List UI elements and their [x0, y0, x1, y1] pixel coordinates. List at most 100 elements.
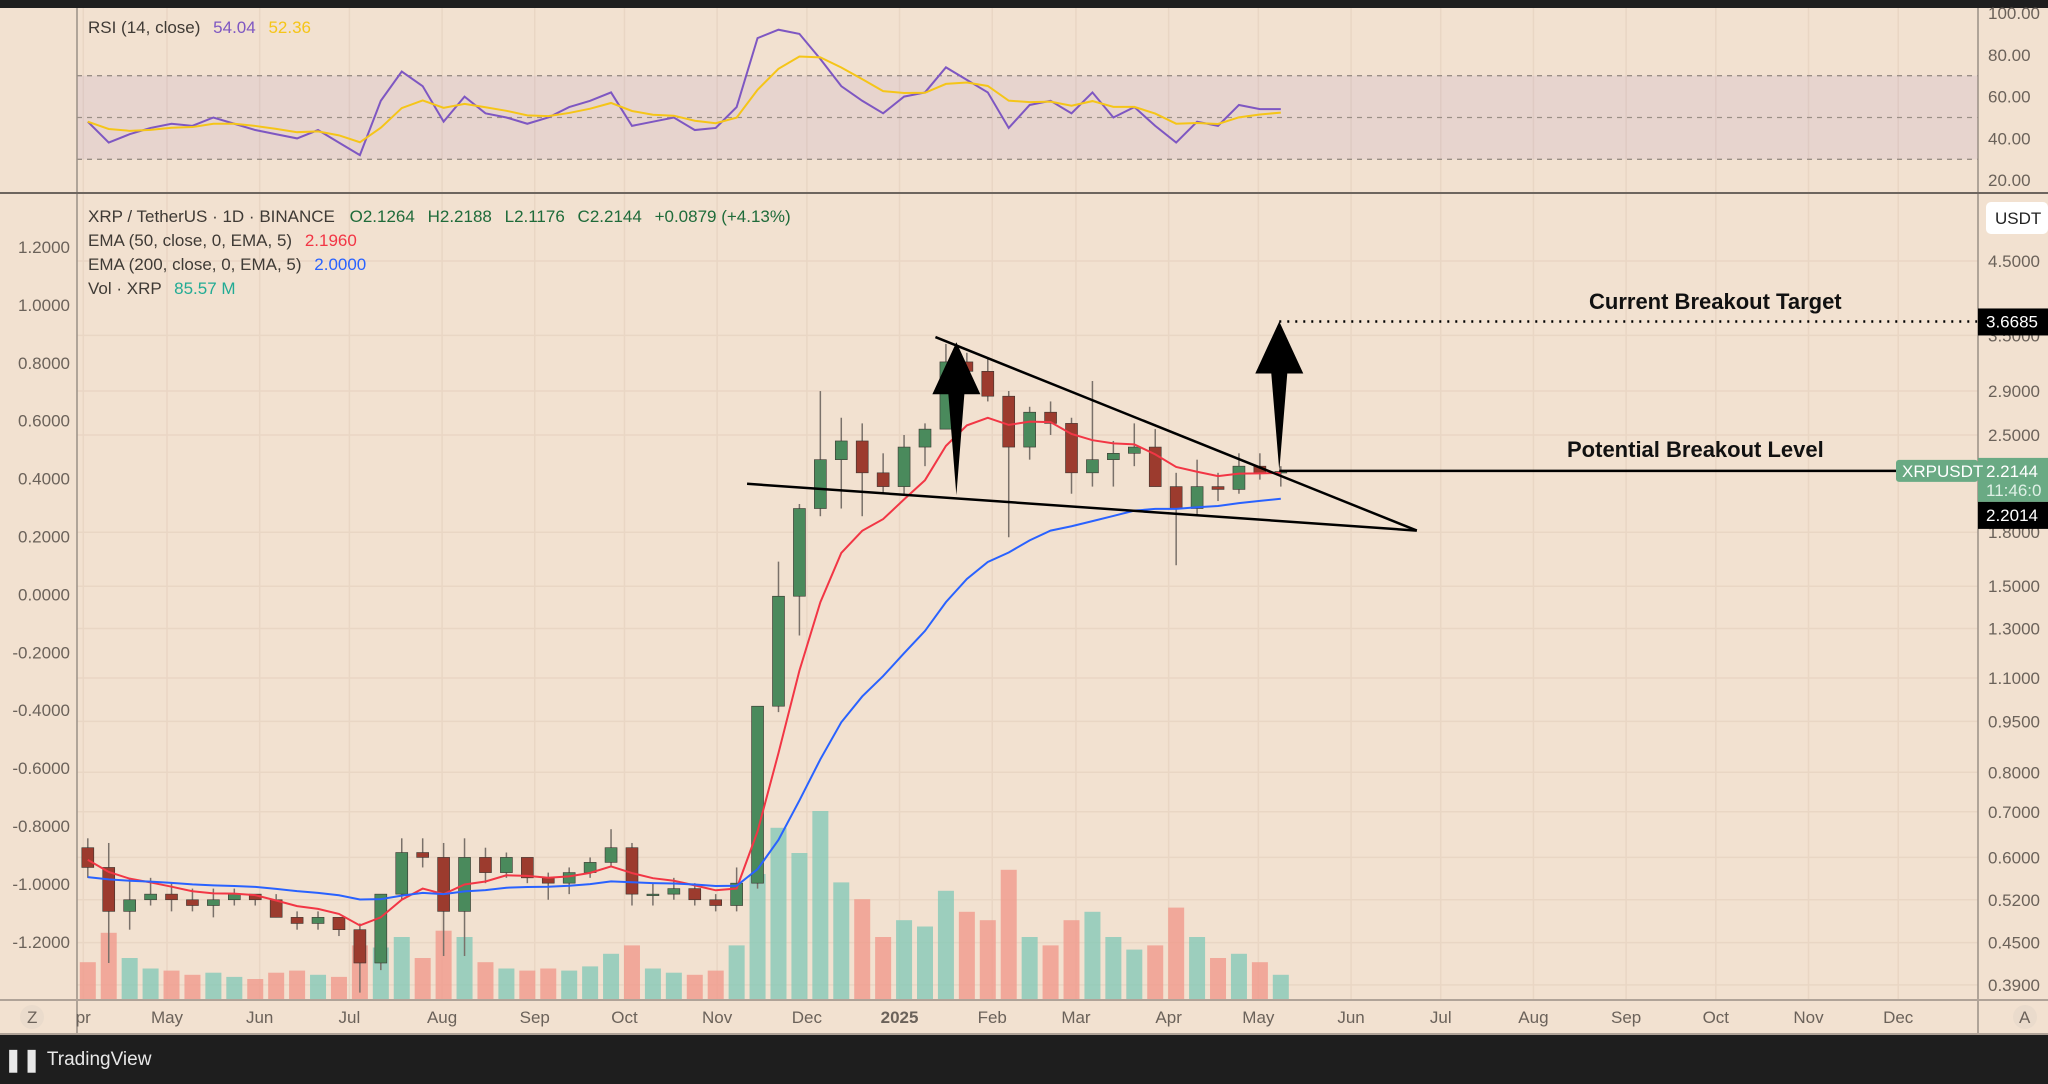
candle[interactable] [228, 888, 241, 906]
candle[interactable] [416, 838, 429, 868]
auto-scale-button[interactable] [2013, 1005, 2037, 1029]
currency-button[interactable] [1986, 202, 2048, 234]
candle[interactable] [709, 894, 723, 912]
candle[interactable] [1044, 401, 1057, 435]
candle[interactable] [751, 705, 764, 889]
ohlc-close: C2.2144 [578, 207, 642, 226]
volume-bar [184, 974, 201, 1000]
candle[interactable] [688, 883, 702, 906]
time-tick-label: Jun [246, 1008, 273, 1027]
rsi-legend[interactable]: RSI (14, close) 54.04 52.36 [88, 18, 311, 37]
candle[interactable] [562, 867, 576, 895]
candle-body [1086, 459, 1099, 474]
symbol-legend[interactable]: XRP / TetherUS · 1D · BINANCE O2.1264 H2… [88, 207, 791, 226]
candle[interactable] [1086, 381, 1099, 487]
flagpole-arrow-icon[interactable] [932, 342, 981, 496]
time-tick-label: Oct [1703, 1008, 1730, 1027]
candle[interactable] [186, 888, 199, 912]
candle[interactable] [583, 857, 597, 878]
ema50-legend[interactable]: EMA (50, close, 0, EMA, 5) 2.1960 [88, 231, 357, 250]
candle[interactable] [897, 434, 911, 494]
time-tick-label: Mar [1061, 1008, 1091, 1027]
left-tick-label: 0.8000 [18, 354, 70, 373]
footer: ❚❚ TradingView [0, 1035, 2048, 1084]
left-tick-label: -1.0000 [12, 875, 70, 894]
target-arrow-icon[interactable] [1255, 321, 1304, 471]
volume-legend[interactable]: Vol · XRP 85.57 M [88, 279, 236, 298]
candle[interactable] [395, 838, 409, 900]
volume-bar [289, 970, 306, 1000]
candle[interactable] [918, 423, 932, 467]
candle[interactable] [311, 911, 325, 930]
candle[interactable] [332, 917, 346, 937]
candle[interactable] [165, 883, 178, 912]
candle[interactable] [290, 911, 304, 930]
ema200-label: EMA (200, close, 0, EMA, 5) [88, 255, 302, 274]
candle[interactable] [876, 453, 890, 494]
candle[interactable] [479, 847, 492, 884]
time-tick-label: Sep [1611, 1008, 1641, 1027]
ema200-line [87, 497, 1281, 901]
breakout-level-label[interactable]: Potential Breakout Level [1567, 437, 1824, 462]
candle-body [1169, 486, 1183, 509]
candle[interactable] [772, 561, 785, 713]
volume-bar [770, 827, 787, 1000]
candle[interactable] [1211, 472, 1225, 502]
price-tick-label: 0.5200 [1988, 891, 2040, 910]
left-tick-label: 1.2000 [18, 238, 70, 257]
volume-bar [1147, 945, 1164, 1000]
candle[interactable] [123, 877, 136, 930]
candle[interactable] [814, 391, 827, 517]
volume-bar [812, 811, 829, 1000]
rsi-value: 54.04 [213, 18, 256, 37]
volume-bar [623, 945, 640, 1000]
volume-bar [540, 968, 557, 1000]
upper-trendline[interactable] [934, 335, 1418, 532]
volume-bar [1063, 920, 1080, 1000]
volume-bar [1168, 907, 1185, 1000]
volume-bar [414, 958, 431, 1000]
price-tick-label: 0.7000 [1988, 803, 2040, 822]
brand-name[interactable]: TradingView [46, 1048, 152, 1070]
candle[interactable] [500, 852, 513, 878]
candle[interactable] [1002, 391, 1016, 538]
candle[interactable] [834, 417, 848, 509]
volume-bar [728, 945, 745, 1000]
ema200-value: 2.0000 [314, 255, 366, 274]
breakout-target-label[interactable]: Current Breakout Target [1589, 289, 1842, 314]
candle[interactable] [269, 894, 283, 918]
candle-body [1211, 486, 1225, 490]
candle-body [416, 852, 429, 858]
candle[interactable] [793, 504, 806, 636]
candle-body [897, 446, 911, 487]
last-price-label: 2.2144 [1986, 462, 2038, 481]
time-tick-label: Jun [1337, 1008, 1364, 1027]
candle[interactable] [981, 357, 995, 402]
zoom-button[interactable] [20, 1005, 44, 1029]
symbol-tag-box[interactable] [1896, 459, 1978, 482]
candle[interactable] [646, 883, 660, 906]
ema200-legend[interactable]: EMA (200, close, 0, EMA, 5) 2.0000 [88, 255, 366, 274]
time-tick-label: Nov [702, 1008, 733, 1027]
candle[interactable] [604, 829, 618, 868]
candle[interactable] [1107, 440, 1120, 487]
candle[interactable] [1169, 472, 1183, 566]
candle[interactable] [521, 857, 534, 884]
drawings[interactable] [746, 320, 1978, 532]
tradingview-logo-icon[interactable]: ❚❚ [4, 1046, 41, 1072]
lower-trendline[interactable] [746, 482, 1417, 532]
volume-bar [519, 970, 536, 1000]
ohlc-high: H2.2188 [428, 207, 492, 226]
volume-bar [226, 976, 243, 1000]
volume-bar [393, 937, 410, 1000]
candle[interactable] [437, 842, 450, 957]
volume-bar [142, 968, 159, 1000]
volume-bar [707, 970, 724, 1000]
candle[interactable] [374, 893, 388, 971]
volume-bar [644, 968, 661, 1000]
time-tick-label: Aug [427, 1008, 457, 1027]
candle[interactable] [855, 423, 869, 517]
candle[interactable] [353, 923, 367, 993]
candle[interactable] [1023, 406, 1036, 460]
